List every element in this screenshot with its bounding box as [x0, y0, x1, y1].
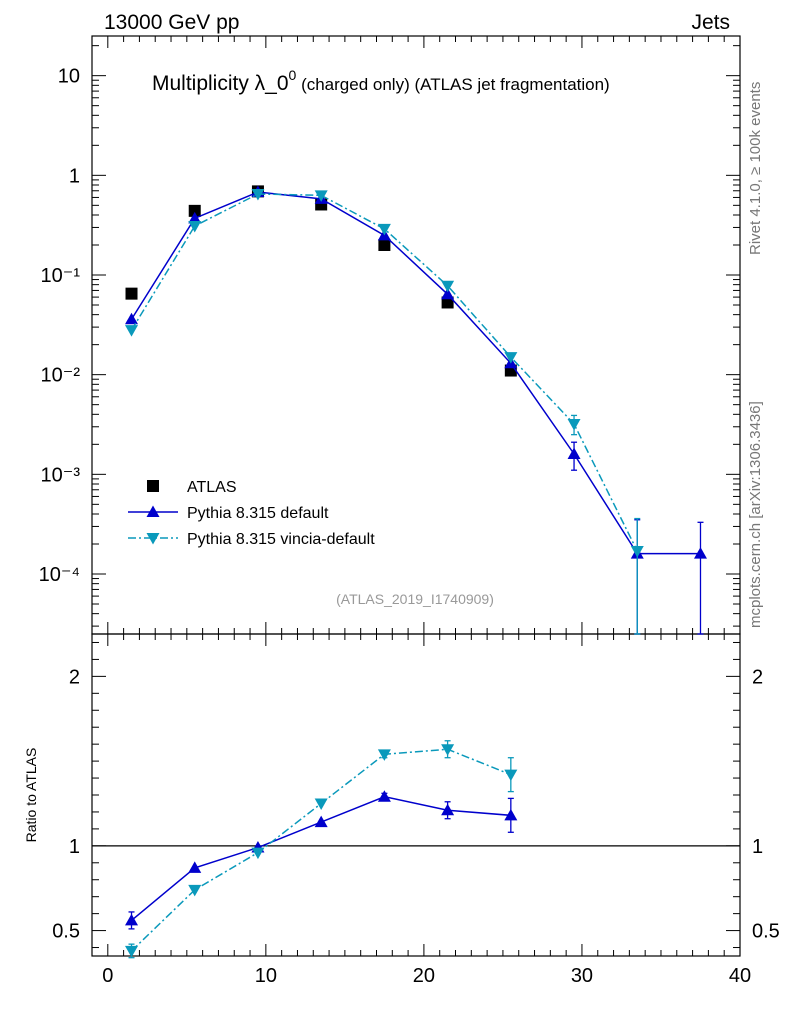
- process-label: Jets: [691, 11, 730, 34]
- atlas-data-point: [378, 238, 391, 251]
- ratio-vincia-point: [441, 744, 455, 756]
- legend-marker-atlas: [147, 480, 159, 492]
- vincia-data-point: [125, 325, 139, 337]
- ratio-default-point: [125, 913, 139, 926]
- legend: ATLAS Pythia 8.315 default Pythia 8.315 …: [128, 479, 375, 548]
- legend-label-default: Pythia 8.315 default: [187, 505, 329, 522]
- atlas-data-point: [125, 287, 138, 300]
- x-tick-label: 0: [102, 965, 113, 987]
- ratio-y-tick-label-right: 1: [752, 836, 763, 858]
- ratio-y-tick-label: 1: [69, 836, 80, 858]
- ratio-y-tick-label: 0.5: [52, 921, 80, 943]
- x-tick-label: 40: [729, 965, 751, 987]
- atlas-data-point: [504, 364, 517, 377]
- ratio-frame: [91, 633, 741, 957]
- ratio-y-tick-label: 2: [69, 666, 80, 688]
- ratio-default-point: [188, 861, 202, 873]
- atlas-data-point: [188, 204, 201, 217]
- vincia-data-point: [567, 418, 581, 431]
- legend-marker-default: [146, 505, 160, 517]
- ratio-default-point: [314, 815, 328, 828]
- analysis-id: (ATLAS_2019_I1740909): [336, 591, 494, 607]
- ratio-vincia-point: [314, 798, 328, 810]
- ratio-vincia-line: [130, 748, 512, 952]
- main-y-tick-label: 10⁻¹: [41, 265, 81, 287]
- vincia-data-point: [377, 223, 391, 236]
- vincia-data-point: [314, 190, 328, 202]
- rivet-label: Rivet 4.1.0, ≥ 100k events: [747, 82, 764, 255]
- default-data-point: [441, 287, 455, 300]
- legend-label-vincia: Pythia 8.315 vincia-default: [187, 531, 375, 548]
- ratio-vincia-point: [251, 847, 265, 860]
- energy-label: 13000 GeV pp: [104, 11, 239, 34]
- main-y-tick-label: 10⁻⁴: [39, 564, 80, 586]
- vincia-data-point: [630, 546, 644, 558]
- ratio-vincia-point: [125, 945, 139, 958]
- vincia-data-point: [188, 221, 202, 233]
- vincia-data-point: [251, 188, 265, 201]
- default-data-point: [125, 312, 139, 325]
- x-tick-label: 20: [413, 965, 435, 987]
- plot-title: Multiplicity λ_00 (charged only) (ATLAS …: [152, 67, 610, 95]
- ratio-vincia-point: [188, 884, 202, 897]
- vincia-data-point: [441, 280, 455, 293]
- x-tick-label: 10: [255, 965, 277, 987]
- ratio-y-tick-label-right: 2: [752, 666, 763, 688]
- default-data-point: [693, 547, 707, 559]
- main-y-tick-label: 10: [58, 66, 80, 88]
- default-data-point: [188, 211, 202, 224]
- ratio-vincia-point: [377, 749, 391, 761]
- ratio-vincia-point: [504, 769, 518, 782]
- ratio-default-point: [504, 808, 518, 821]
- ratio-default-point: [441, 803, 455, 816]
- ratio-ylabel: Ratio to ATLAS: [23, 748, 39, 843]
- x-tick-label: 30: [571, 965, 593, 987]
- main-y-tick-label: 10⁻²: [41, 365, 81, 387]
- ratio-default-point: [377, 790, 391, 802]
- mcplots-label: mcplots.cern.ch [arXiv:1306.3436]: [747, 401, 764, 628]
- default-series-line: [130, 191, 701, 555]
- default-data-point: [567, 447, 581, 459]
- legend-label-atlas: ATLAS: [187, 479, 237, 496]
- ratio-y-tick-label-right: 0.5: [752, 921, 780, 943]
- main-y-tick-label: 10⁻³: [41, 464, 81, 486]
- legend-marker-vincia: [146, 533, 160, 545]
- atlas-data-point: [441, 296, 454, 309]
- vincia-data-point: [504, 352, 518, 364]
- main-y-tick-label: 1: [69, 165, 80, 187]
